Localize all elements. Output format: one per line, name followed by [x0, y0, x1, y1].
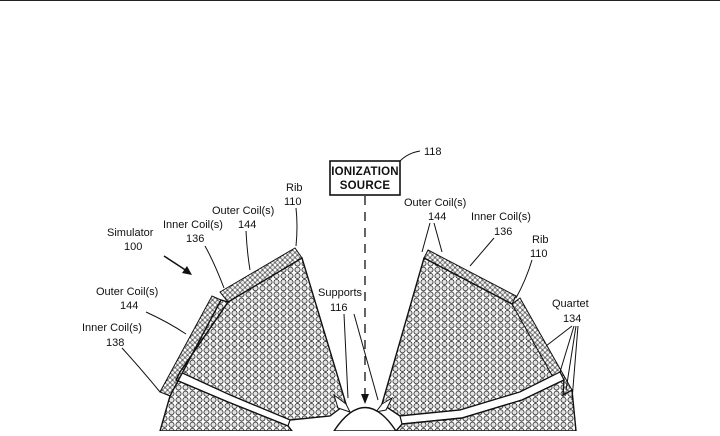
label-rib-right-num: 110 [530, 248, 548, 260]
ionization-source-line1: IONIZATION [331, 166, 399, 178]
label-outer-coil-right: Outer Coil(s) [404, 197, 466, 209]
label-inner-coil-upper-left: Inner Coil(s) [163, 219, 223, 231]
leader-outer-coil-upper-left [245, 230, 251, 271]
label-inner-coil-lower-left-num: 138 [106, 337, 124, 349]
simulator-arrowhead [182, 266, 192, 275]
left-sector [159, 247, 351, 432]
label-outer-coil-upper-left-num: 144 [238, 219, 256, 231]
label-simulator: Simulator [107, 227, 154, 239]
leader-quartet-4 [571, 325, 579, 401]
label-rib-left-num: 110 [284, 196, 302, 208]
leader-rib-right [515, 259, 533, 299]
label-inner-coil-right: Inner Coil(s) [471, 211, 531, 223]
label-quartet: Quartet [552, 298, 589, 310]
ionization-source-ref: 118 [424, 146, 442, 158]
leader-outer-coil-lower-left [145, 311, 187, 335]
label-inner-coil-upper-left-num: 136 [186, 233, 204, 245]
ion-beam-arrowhead [361, 394, 369, 404]
label-quartet-num: 134 [563, 313, 581, 325]
leader-118 [399, 150, 421, 162]
label-supports: Supports [318, 287, 363, 299]
ionization-source-box [329, 160, 401, 196]
leader-rib-left [295, 207, 298, 247]
leader-quartet-2 [559, 325, 575, 373]
leader-inner-coil-right [469, 237, 495, 267]
label-simulator-num: 100 [124, 241, 142, 253]
right-sector [374, 249, 577, 432]
label-rib-right: Rib [532, 234, 549, 246]
support-left [333, 393, 351, 413]
label-supports-num: 116 [330, 302, 348, 314]
support-right [374, 396, 394, 413]
leader-quartet-3 [565, 325, 577, 391]
ionization-source: IONIZATION SOURCE 118 [329, 146, 442, 404]
labels: Simulator 100 Inner Coil(s) 136 Outer Co… [82, 182, 589, 401]
leader-supports-1 [343, 313, 349, 399]
central-bore [332, 406, 398, 432]
label-outer-coil-upper-left: Outer Coil(s) [212, 205, 274, 217]
label-rib-left: Rib [286, 182, 303, 194]
label-outer-coil-lower-left-num: 144 [120, 300, 138, 312]
leader-quartet-1 [545, 325, 573, 347]
label-inner-coil-right-num: 136 [494, 226, 512, 238]
leader-supports-2 [353, 313, 379, 401]
label-outer-coil-lower-left: Outer Coil(s) [96, 286, 158, 298]
leader-outer-coil-right-2 [433, 222, 443, 253]
label-inner-coil-lower-left: Inner Coil(s) [82, 322, 142, 334]
leader-inner-coil-lower-left [121, 347, 161, 393]
label-outer-coil-right-num: 144 [428, 211, 446, 223]
leader-inner-coil-upper-left [204, 245, 225, 289]
ionization-source-line2: SOURCE [340, 180, 391, 192]
leader-outer-coil-right-1 [421, 222, 431, 253]
